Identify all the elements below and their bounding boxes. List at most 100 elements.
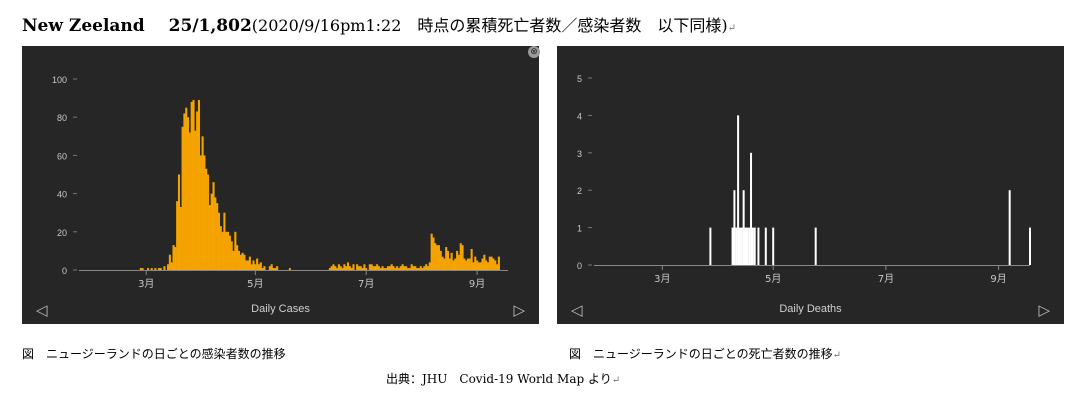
bar: [256, 258, 259, 270]
bar: [738, 227, 741, 265]
bar: [401, 264, 404, 270]
bar: [428, 262, 431, 270]
bar: [179, 206, 182, 270]
bar: [159, 268, 162, 270]
daily-cases-chart: 0 20 40 60 80 100 3月 5月 7月 9月: [52, 75, 508, 290]
bar: [388, 266, 391, 270]
bar: [270, 264, 273, 270]
x-tick-label: 3月: [138, 278, 154, 290]
page-title: New Zeeland 25/1,802(2020/9/16pm1:22 時点の累…: [22, 12, 736, 36]
bar: [192, 100, 195, 270]
bar: [141, 268, 144, 270]
bar: [181, 126, 184, 270]
bar: [254, 264, 257, 270]
bar: [421, 268, 424, 270]
prev-arrow-icon[interactable]: ◁: [36, 301, 48, 319]
bar: [405, 266, 408, 270]
caption-text: 図 ニュージーランドの日ごとの感染者数の推移: [22, 347, 286, 361]
bar: [225, 231, 228, 270]
bar: [365, 268, 368, 270]
bar: [372, 266, 375, 270]
bar: [744, 227, 747, 265]
bar: [236, 245, 239, 270]
bar: [172, 245, 175, 270]
bar: [445, 247, 448, 270]
bar: [337, 264, 340, 270]
bar: [234, 231, 237, 270]
chart-nav: ◁ Daily Deaths ▷: [557, 298, 1064, 324]
bar: [414, 266, 417, 270]
bar: [147, 268, 150, 270]
x-tick-label: 7月: [878, 273, 894, 285]
bar: [417, 268, 420, 270]
return-mark-icon: ↵: [832, 350, 842, 361]
bar: [154, 268, 157, 270]
bar: [330, 266, 333, 270]
x-tick-label: 9月: [469, 278, 485, 290]
bar: [483, 254, 486, 270]
bar: [352, 264, 355, 270]
bar: [357, 266, 360, 270]
bar: [379, 268, 382, 270]
y-tick-label: 20: [57, 228, 67, 238]
caption-text: 図 ニュージーランドの日ごとの死亡者数の推移: [569, 347, 833, 361]
bar: [426, 266, 430, 270]
bar: [488, 256, 491, 270]
bar: [167, 264, 170, 270]
bar: [410, 264, 413, 270]
bar: [735, 227, 738, 265]
bar: [274, 268, 277, 270]
bar: [350, 268, 353, 270]
bar: [348, 266, 351, 270]
bar: [490, 256, 493, 270]
bar: [423, 266, 426, 270]
bar: [199, 155, 202, 270]
x-tick-label: 3月: [654, 273, 670, 285]
bar: [733, 190, 736, 265]
bar: [339, 266, 342, 270]
bar: [190, 101, 193, 270]
bar: [356, 264, 359, 270]
bar: [751, 227, 754, 265]
bar: [412, 266, 415, 270]
bar: [437, 245, 440, 270]
bar: [247, 260, 250, 270]
close-icon[interactable]: ⊗: [528, 46, 540, 58]
next-arrow-icon[interactable]: ▷: [513, 301, 525, 319]
bar: [456, 250, 459, 270]
bar: [385, 268, 388, 270]
bar: [361, 268, 364, 270]
bar: [450, 252, 453, 270]
bar: [363, 264, 366, 270]
bar: [436, 245, 439, 270]
x-tick-label: 7月: [358, 278, 374, 290]
y-tick-label: 40: [57, 190, 67, 200]
prev-arrow-icon[interactable]: ◁: [571, 301, 583, 319]
return-mark-icon: ↵: [611, 375, 621, 386]
bar: [443, 258, 446, 270]
bar: [368, 264, 371, 270]
bar: [239, 254, 242, 270]
bar: [446, 250, 450, 270]
bar: [343, 264, 346, 270]
daily-deaths-chart: 0 1 2 3 4 5 3月 5月 7月 9月: [577, 74, 1031, 285]
bar: [196, 111, 199, 270]
next-arrow-icon[interactable]: ▷: [1038, 301, 1050, 319]
bar: [750, 152, 753, 265]
bar: [216, 203, 219, 270]
bar: [208, 205, 211, 270]
bar: [485, 260, 488, 270]
bar: [170, 262, 173, 270]
bar: [386, 266, 390, 270]
bar: [430, 233, 433, 270]
bar: [237, 250, 241, 270]
bar: [232, 250, 235, 270]
bar: [370, 264, 373, 270]
bar: [150, 268, 153, 270]
y-tick-label: 80: [57, 113, 67, 123]
deaths-caption: 図 ニュージーランドの日ごとの死亡者数の推移↵: [569, 345, 841, 362]
bar: [177, 174, 181, 270]
bar: [257, 264, 261, 270]
bar: [221, 231, 224, 270]
bar: [248, 256, 251, 270]
